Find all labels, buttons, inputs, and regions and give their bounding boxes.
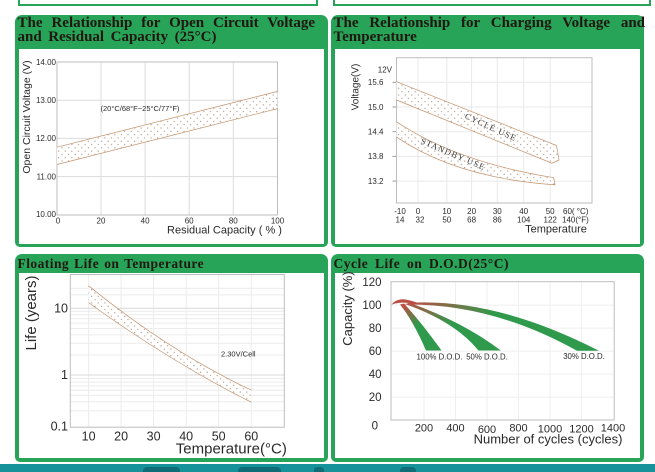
svg-text:Number of cycles (cycles): Number of cycles (cycles): [474, 432, 623, 447]
svg-text:Temperature(°C): Temperature(°C): [176, 441, 287, 458]
svg-text:20: 20: [467, 207, 476, 216]
svg-text:Life (years): Life (years): [23, 275, 40, 350]
svg-text:1200: 1200: [569, 423, 593, 435]
svg-text:50: 50: [442, 216, 451, 225]
svg-text:100% D.O.D.: 100% D.O.D.: [417, 353, 463, 362]
svg-text:60: 60: [185, 217, 194, 226]
svg-text:13.8: 13.8: [368, 152, 384, 161]
svg-text:14.00: 14.00: [36, 58, 57, 67]
svg-text:1000: 1000: [538, 423, 562, 435]
svg-text:14: 14: [396, 216, 405, 225]
svg-text:Open Circuit Voltage (V): Open Circuit Voltage (V): [21, 60, 33, 173]
svg-text:140(°F): 140(°F): [562, 216, 589, 225]
svg-text:104: 104: [517, 216, 531, 225]
svg-text:2.30V/Cell: 2.30V/Cell: [221, 350, 256, 359]
svg-text:800: 800: [509, 422, 527, 434]
svg-text:100: 100: [271, 217, 285, 226]
svg-text:15.6: 15.6: [368, 78, 384, 87]
svg-text:20: 20: [114, 430, 128, 444]
svg-text:86: 86: [493, 216, 502, 225]
svg-text:12.00: 12.00: [36, 134, 57, 143]
svg-text:20: 20: [97, 217, 106, 226]
svg-text:Capacity (%): Capacity (%): [340, 271, 355, 345]
svg-text:13.2: 13.2: [368, 177, 384, 186]
svg-text:10: 10: [54, 302, 68, 316]
svg-text:50: 50: [546, 207, 555, 216]
svg-text:200: 200: [415, 422, 433, 434]
svg-text:0.1: 0.1: [51, 419, 68, 433]
svg-text:Residual Capacity ( % ): Residual Capacity ( % ): [167, 225, 282, 237]
svg-text:1: 1: [61, 368, 68, 382]
svg-text:Temperature: Temperature: [525, 224, 587, 236]
svg-text:50% D.O.D.: 50% D.O.D.: [466, 353, 508, 362]
svg-text:60: 60: [369, 346, 382, 358]
svg-text:30: 30: [493, 207, 502, 216]
svg-text:40: 40: [519, 207, 528, 216]
svg-text:30% D.O.D.: 30% D.O.D.: [563, 352, 605, 361]
svg-text:80: 80: [369, 323, 382, 335]
svg-text:14.4: 14.4: [368, 128, 384, 137]
svg-text:(20°C/68°F~25°C/77°F): (20°C/68°F~25°C/77°F): [101, 104, 180, 113]
svg-text:40: 40: [141, 217, 150, 226]
svg-text:13.00: 13.00: [36, 96, 57, 105]
svg-text:40: 40: [369, 369, 382, 381]
svg-text:-10: -10: [394, 207, 406, 216]
svg-text:Voltage(V): Voltage(V): [351, 64, 362, 111]
svg-text:10: 10: [442, 207, 451, 216]
svg-text:68: 68: [467, 216, 476, 225]
svg-text:100: 100: [362, 300, 381, 312]
svg-text:50: 50: [212, 430, 226, 444]
svg-text:11.00: 11.00: [37, 172, 57, 181]
svg-text:20: 20: [369, 392, 382, 404]
svg-text:10.00: 10.00: [36, 210, 57, 219]
svg-text:40: 40: [179, 430, 193, 444]
svg-text:60( °C): 60( °C): [563, 207, 589, 216]
svg-text:0: 0: [416, 207, 421, 216]
svg-text:12V: 12V: [378, 66, 393, 75]
svg-text:400: 400: [446, 422, 464, 434]
svg-text:32: 32: [416, 216, 425, 225]
svg-text:122: 122: [544, 216, 558, 225]
svg-text:15.0: 15.0: [368, 103, 384, 112]
svg-text:30: 30: [147, 430, 161, 444]
svg-text:10: 10: [82, 430, 96, 444]
svg-text:120: 120: [362, 277, 381, 289]
svg-text:60: 60: [244, 430, 258, 444]
svg-text:1400: 1400: [601, 422, 625, 434]
svg-text:0: 0: [372, 421, 378, 433]
svg-text:0: 0: [56, 217, 61, 226]
svg-text:600: 600: [478, 424, 496, 436]
svg-text:80: 80: [229, 217, 238, 226]
